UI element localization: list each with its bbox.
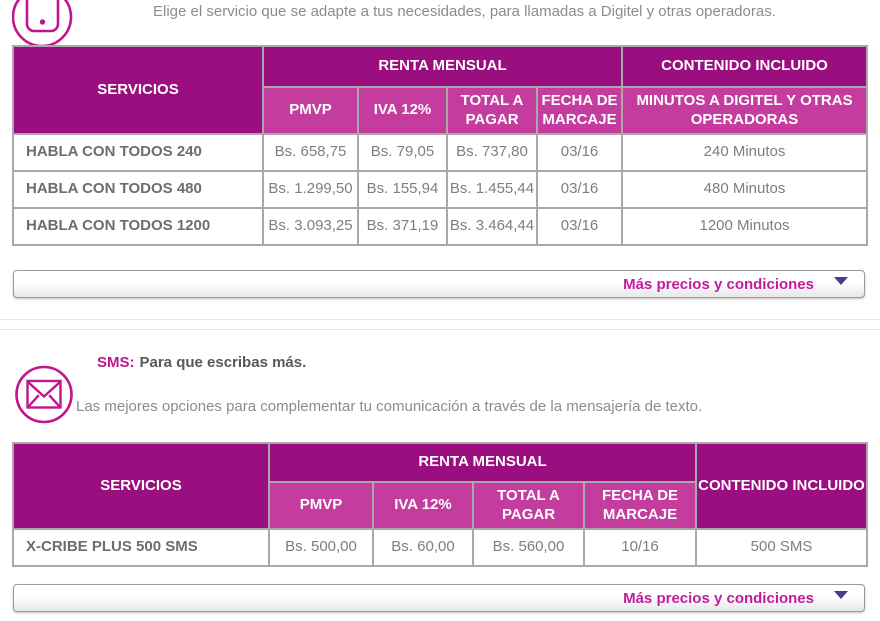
table-row: HABLA CON TODOS 240 Bs. 658,75 Bs. 79,05… <box>12 133 869 172</box>
sms-section-caption: Las mejores opciones para complementar t… <box>76 398 703 415</box>
contenido-value: 240 Minutos <box>621 133 869 172</box>
iva-value: Bs. 79,05 <box>357 133 448 172</box>
col-subheader-pmvp: PMVP <box>268 481 374 530</box>
pmvp-value: Bs. 3.093,25 <box>262 207 359 246</box>
service-name: HABLA CON TODOS 480 <box>12 170 264 209</box>
total-value: Bs. 560,00 <box>472 528 585 567</box>
col-header-renta-mensual: RENTA MENSUAL <box>267 442 698 483</box>
sms-title-text: Para que escribas más. <box>139 354 307 371</box>
more-prices-label: Más precios y condiciones <box>623 275 814 293</box>
table-row: X-CRIBE PLUS 500 SMS Bs. 500,00 Bs. 60,0… <box>12 528 869 567</box>
service-name: X-CRIBE PLUS 500 SMS <box>12 528 270 567</box>
service-name: HABLA CON TODOS 1200 <box>12 207 264 246</box>
col-subheader-pmvp: PMVP <box>262 86 359 135</box>
col-subheader-minutos: MINUTOS A DIGITEL Y OTRAS OPERADORAS <box>621 86 869 135</box>
fecha-value: 03/16 <box>535 170 624 209</box>
col-header-renta-mensual: RENTA MENSUAL <box>261 45 624 88</box>
contenido-value: 1200 Minutos <box>621 207 869 246</box>
iva-value: Bs. 155,94 <box>357 170 448 209</box>
more-prices-label: Más precios y condiciones <box>623 589 814 607</box>
fecha-value: 10/16 <box>582 528 698 567</box>
envelope-icon <box>12 365 76 432</box>
col-header-servicios: SERVICIOS <box>12 45 264 135</box>
total-value: Bs. 3.464,44 <box>446 207 538 246</box>
contenido-value: 480 Minutos <box>621 170 869 209</box>
fecha-value: 03/16 <box>535 133 624 172</box>
col-subheader-iva: IVA 12% <box>372 481 474 530</box>
col-header-servicios: SERVICIOS <box>12 442 270 530</box>
col-header-contenido-incluido: CONTENIDO INCLUIDO <box>621 45 869 88</box>
calls-price-table: SERVICIOS RENTA MENSUAL CONTENIDO INCLUI… <box>12 45 869 246</box>
sms-price-table: SERVICIOS RENTA MENSUAL CONTENIDO INCLUI… <box>12 442 869 567</box>
caret-down-icon <box>834 590 848 599</box>
total-value: Bs. 1.455,44 <box>446 170 538 209</box>
table-row: HABLA CON TODOS 480 Bs. 1.299,50 Bs. 155… <box>12 170 869 209</box>
iva-value: Bs. 371,19 <box>357 207 448 246</box>
pmvp-value: Bs. 500,00 <box>268 528 374 567</box>
col-header-contenido-incluido: CONTENIDO INCLUIDO <box>695 442 869 530</box>
sms-more-prices-button[interactable]: Más precios y condiciones <box>13 584 865 612</box>
table-row: HABLA CON TODOS 1200 Bs. 3.093,25 Bs. 37… <box>12 207 869 246</box>
pmvp-value: Bs. 1.299,50 <box>262 170 359 209</box>
col-subheader-fecha: FECHA DE MARCAJE <box>582 481 698 530</box>
total-value: Bs. 737,80 <box>446 133 538 172</box>
calls-section-caption: Elige el servicio que se adapte a tus ne… <box>153 3 776 20</box>
iva-value: Bs. 60,00 <box>372 528 474 567</box>
col-subheader-iva: IVA 12% <box>357 86 448 135</box>
caret-down-icon <box>834 276 848 285</box>
fecha-value: 03/16 <box>535 207 624 246</box>
section-divider <box>0 319 880 330</box>
service-name: HABLA CON TODOS 240 <box>12 133 264 172</box>
col-subheader-total: TOTAL A PAGAR <box>472 481 585 530</box>
col-subheader-total: TOTAL A PAGAR <box>446 86 538 135</box>
sms-section-title: SMS: Para que escribas más. <box>97 354 306 371</box>
contenido-value: 500 SMS <box>695 528 869 567</box>
col-subheader-fecha: FECHA DE MARCAJE <box>535 86 624 135</box>
pmvp-value: Bs. 658,75 <box>262 133 359 172</box>
sms-title-prefix: SMS: <box>97 354 135 371</box>
calls-more-prices-button[interactable]: Más precios y condiciones <box>13 270 865 298</box>
